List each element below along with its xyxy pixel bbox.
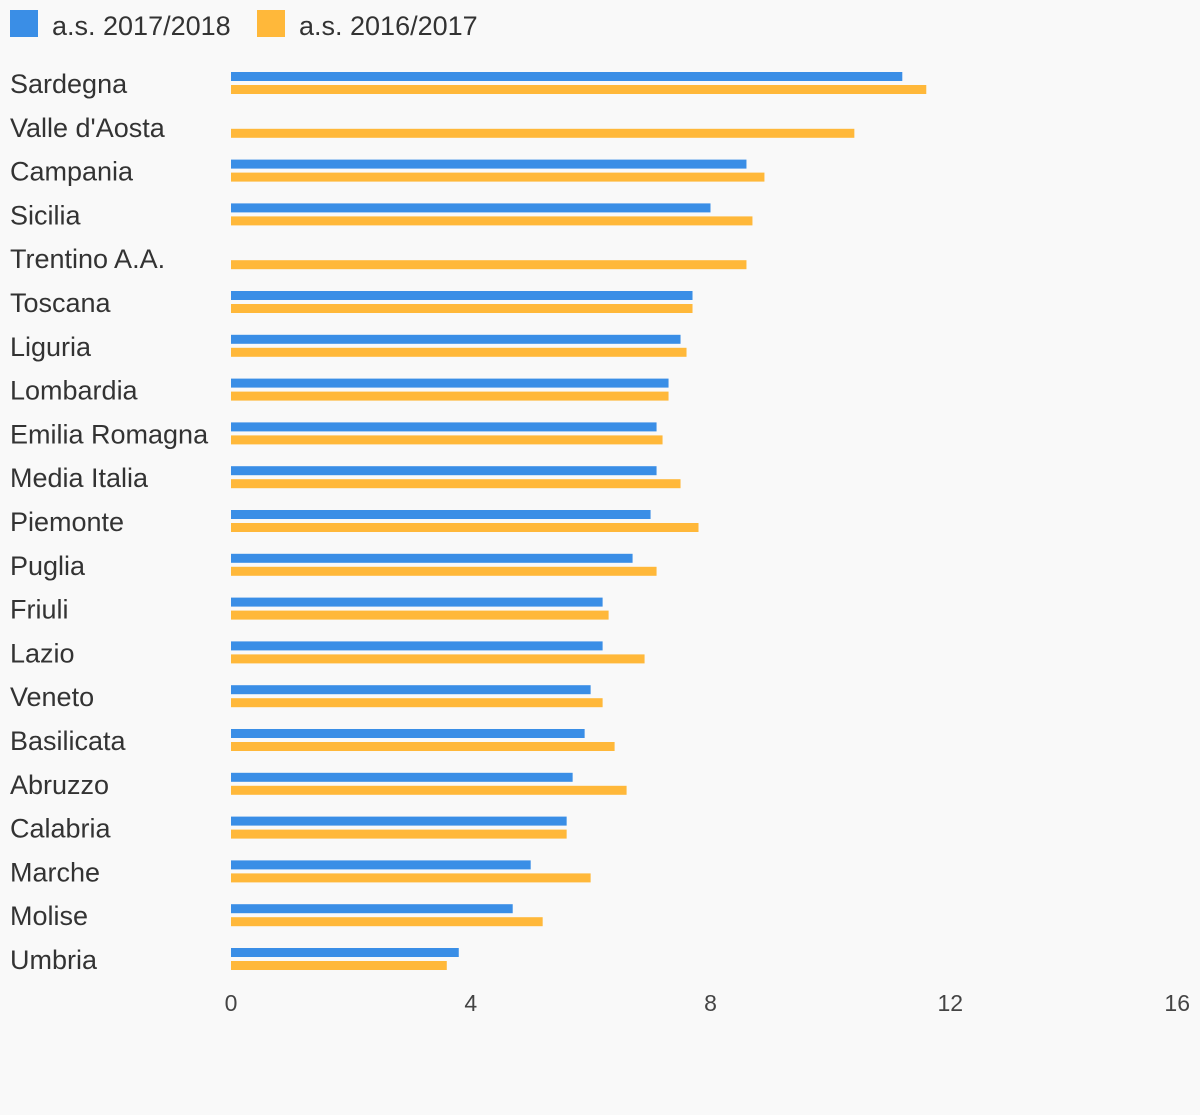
- category-label: Veneto: [10, 682, 94, 712]
- bar-series-2: [231, 829, 567, 839]
- x-tick-label: 8: [704, 990, 717, 1016]
- category-label: Basilicata: [10, 726, 127, 756]
- bar-series-1: [231, 685, 591, 695]
- bar-series-2: [231, 128, 855, 138]
- bar-series-2: [231, 873, 591, 883]
- bar-series-1: [231, 553, 633, 563]
- legend-swatch-1: [257, 10, 285, 37]
- bar-series-1: [231, 641, 603, 651]
- bar-series-1: [231, 291, 693, 300]
- bar-series-1: [231, 422, 657, 432]
- category-label: Toscana: [10, 288, 112, 318]
- bar-series-1: [231, 772, 573, 782]
- bar-series-1: [231, 334, 681, 344]
- category-label: Sardegna: [10, 69, 128, 99]
- x-tick-label: 4: [464, 990, 477, 1016]
- bar-series-1: [231, 948, 459, 957]
- bar-series-1: [231, 72, 903, 81]
- bar-series-2: [231, 85, 927, 94]
- bar-series-2: [231, 961, 447, 970]
- category-label: Calabria: [10, 814, 112, 844]
- legend-label-1: a.s. 2016/2017: [299, 11, 478, 41]
- bar-series-1: [231, 159, 747, 169]
- bar-series-1: [231, 816, 567, 826]
- bar-series-2: [231, 172, 765, 182]
- category-label: Piemonte: [10, 507, 124, 537]
- category-label: Liguria: [10, 332, 92, 362]
- bar-series-1: [231, 860, 531, 870]
- bar-series-2: [231, 785, 627, 795]
- category-label: Trentino A.A.: [10, 244, 165, 274]
- legend: a.s. 2017/2018 a.s. 2016/2017: [10, 10, 478, 41]
- bar-series-2: [231, 260, 747, 270]
- bar-series-2: [231, 435, 663, 445]
- bar-series-1: [231, 729, 585, 738]
- category-label: Marche: [10, 857, 100, 887]
- category-label: Sicilia: [10, 200, 82, 230]
- category-label: Media Italia: [10, 463, 149, 493]
- category-label: Puglia: [10, 551, 86, 581]
- category-label: Abruzzo: [10, 770, 109, 800]
- bar-series-2: [231, 742, 615, 751]
- category-label: Umbria: [10, 945, 98, 975]
- bar-series-1: [231, 203, 711, 213]
- bar-series-2: [231, 523, 699, 532]
- bar-series-2: [231, 654, 645, 664]
- bar-series-2: [231, 216, 753, 226]
- bar-series-2: [231, 917, 543, 927]
- category-label: Friuli: [10, 595, 69, 625]
- category-label: Lombardia: [10, 376, 139, 406]
- bar-series-1: [231, 597, 603, 607]
- bar-series-2: [231, 698, 603, 708]
- bar-series-2: [231, 479, 681, 489]
- bar-series-1: [231, 510, 651, 519]
- category-label: Campania: [10, 157, 134, 187]
- bar-series-2: [231, 347, 687, 357]
- category-label: Emilia Romagna: [10, 419, 209, 449]
- bar-series-2: [231, 391, 669, 401]
- category-label: Molise: [10, 901, 88, 931]
- bar-series-2: [231, 304, 693, 313]
- x-tick-label: 0: [225, 990, 238, 1016]
- bar-series-1: [231, 904, 513, 914]
- bar-series-2: [231, 610, 609, 620]
- category-label: Lazio: [10, 638, 75, 668]
- bar-series-1: [231, 466, 657, 476]
- x-tick-label: 12: [937, 990, 963, 1016]
- category-label: Valle d'Aosta: [10, 113, 166, 143]
- legend-label-0: a.s. 2017/2018: [52, 11, 231, 41]
- bar-series-1: [231, 378, 669, 388]
- legend-swatch-0: [10, 10, 38, 37]
- x-tick-label: 16: [1164, 990, 1190, 1016]
- bar-series-2: [231, 566, 657, 576]
